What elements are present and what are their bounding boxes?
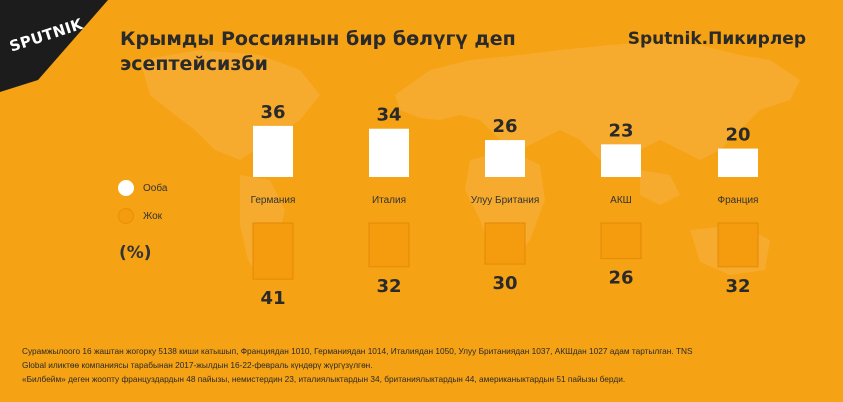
data-label-yes-0: 36 [260,102,285,123]
unit-label: (%) [119,243,152,263]
category-label-3: АКШ [610,195,632,206]
chart-title: Крымды Россиянын бир бөлүгү деп эсептейс… [120,27,540,77]
footnote: Сурамжылоого 16 жаштан жогорку 5138 киши… [22,344,812,386]
bar-yes-3 [601,144,641,177]
data-label-no-1: 32 [376,276,401,297]
legend-item-yes: Ооба [118,178,167,198]
data-label-yes-4: 20 [725,125,750,146]
legend-yes-swatch [118,180,134,196]
data-label-yes-3: 23 [608,120,633,141]
bar-yes-2 [485,140,525,177]
data-label-no-4: 32 [725,276,750,297]
legend-no-swatch [118,208,134,224]
data-label-no-0: 41 [260,288,285,309]
chart-title-line1: Крымды Россиянын бир бөлүгү деп [120,28,516,50]
category-label-0: Германия [251,195,296,206]
footnote-line1: Сурамжылоого 16 жаштан жогорку 5138 киши… [22,346,693,356]
bar-no-2 [484,222,526,265]
chart-title-line2: эсептейсизби [120,53,268,75]
bar-no-3 [600,222,642,260]
legend-item-no: Жок [118,206,167,226]
data-label-yes-2: 26 [492,116,517,137]
bar-yes-0 [253,125,293,177]
brand-label: Sputnik.Пикирлер [627,29,806,49]
bar-yes-1 [369,128,409,177]
logo-badge-icon [0,0,108,92]
footnote-line2: Global иликтөө компаниясы тарабынан 2017… [22,360,373,370]
category-label-4: Франция [718,195,759,206]
data-label-yes-1: 34 [376,105,401,126]
sputnik-logo: SPUTNIK [0,0,118,96]
data-label-no-2: 30 [492,273,517,294]
data-label-no-3: 26 [608,268,633,289]
legend-yes-label: Ооба [143,182,168,194]
footnote-line3: «Билбейм» деген жоопту француздардын 48 … [22,374,626,384]
legend-no-label: Жок [143,210,163,222]
category-label-2: Улуу Британия [471,195,540,206]
bar-no-1 [368,222,410,268]
bar-yes-4 [718,148,758,177]
category-label-1: Италия [372,195,406,206]
bar-no-4 [717,222,759,268]
legend: Ооба Жок [118,178,167,234]
bar-no-0 [252,222,294,280]
